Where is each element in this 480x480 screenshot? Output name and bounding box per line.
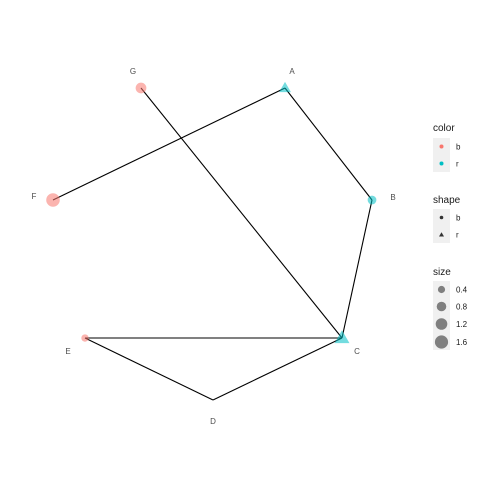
color-key-r-label: r <box>456 160 459 169</box>
size-key-3-dot <box>434 335 449 349</box>
shape-legend: shape b r <box>433 195 461 243</box>
size-legend-title: size <box>433 267 451 278</box>
shape-key-b-label: b <box>456 214 461 223</box>
nodes-layer <box>46 81 377 344</box>
edge-b-c <box>341 199 373 339</box>
size-key-3-label: 1.6 <box>456 338 468 347</box>
node-label-a: A <box>289 67 295 76</box>
color-key-r-dot <box>439 161 444 166</box>
color-key-b-label: b <box>456 143 461 152</box>
node-label-e: E <box>65 347 70 356</box>
shape-key-r-label: r <box>456 231 459 240</box>
edge-e-d <box>84 337 214 401</box>
color-legend-title: color <box>433 123 455 134</box>
node-a <box>279 81 291 93</box>
node-e <box>81 334 89 342</box>
size-key-2-dot <box>435 318 448 330</box>
node-g <box>135 82 147 94</box>
size-legend: size 0.4 0.8 1.2 1.6 <box>433 267 468 350</box>
color-legend: color b r <box>433 123 461 172</box>
size-key-1-dot <box>436 301 447 312</box>
shape-legend-title: shape <box>433 195 461 206</box>
size-key-0-dot <box>437 285 446 294</box>
edge-d-c <box>212 337 343 401</box>
node-label-d: D <box>210 417 216 426</box>
edges-layer <box>52 87 373 401</box>
node-labels-layer: A B C D E F G <box>32 67 396 426</box>
edge-g-c <box>140 87 343 339</box>
size-key-2-label: 1.2 <box>456 320 468 329</box>
edge-a-b <box>284 87 373 201</box>
node-c <box>334 330 350 344</box>
node-label-c: C <box>354 347 360 356</box>
node-f <box>46 193 60 207</box>
shape-key-triangle-icon <box>439 232 444 237</box>
size-key-0-label: 0.4 <box>456 286 468 295</box>
size-key-1-label: 0.8 <box>456 303 468 312</box>
edge-a-f <box>52 87 286 201</box>
color-key-b-dot <box>439 144 444 149</box>
node-label-b: B <box>390 193 395 202</box>
node-b <box>367 195 377 205</box>
shape-key-circle-icon <box>439 215 444 220</box>
node-label-f: F <box>32 192 37 201</box>
node-label-g: G <box>130 67 136 76</box>
